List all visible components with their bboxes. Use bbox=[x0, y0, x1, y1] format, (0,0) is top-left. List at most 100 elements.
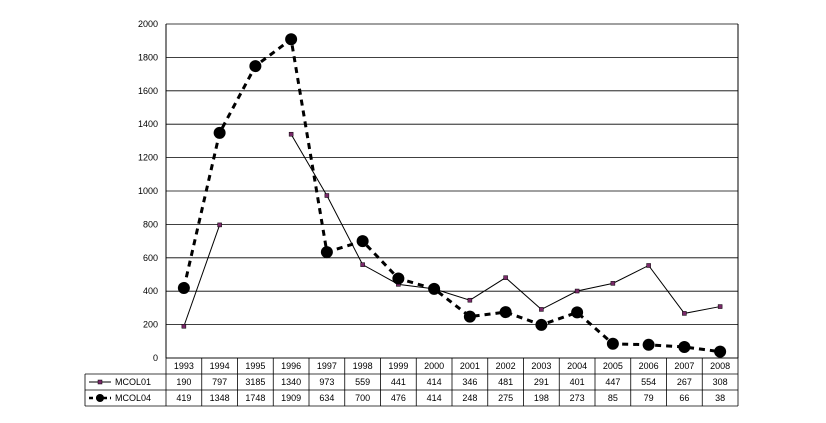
data-point-mcol04 bbox=[535, 318, 548, 331]
data-label: 797 bbox=[212, 377, 227, 387]
legend-label-mcol01: MCOL01 bbox=[115, 377, 151, 387]
data-label: 414 bbox=[427, 377, 442, 387]
data-point-mcol04 bbox=[571, 306, 584, 319]
data-point-mcol01 bbox=[181, 324, 187, 329]
x-category-label: 1995 bbox=[245, 361, 265, 371]
data-label: 973 bbox=[319, 377, 334, 387]
y-tick-label: 600 bbox=[143, 253, 158, 263]
data-label: 476 bbox=[391, 393, 406, 403]
x-category-label: 2005 bbox=[603, 361, 623, 371]
data-label: 1348 bbox=[210, 393, 230, 403]
x-category-label: 1994 bbox=[210, 361, 230, 371]
data-label: 700 bbox=[355, 393, 370, 403]
series-markers bbox=[177, 33, 727, 358]
data-point-mcol04 bbox=[678, 340, 691, 353]
x-category-label: 2008 bbox=[710, 361, 730, 371]
y-tick-label: 1400 bbox=[138, 119, 158, 129]
data-point-mcol01 bbox=[717, 304, 723, 309]
y-tick-label: 1800 bbox=[138, 52, 158, 62]
data-point-mcol01 bbox=[610, 281, 616, 286]
data-label: 559 bbox=[355, 377, 370, 387]
x-category-label: 2006 bbox=[639, 361, 659, 371]
data-point-mcol04 bbox=[356, 235, 369, 248]
x-category-label: 2004 bbox=[567, 361, 587, 371]
data-label: 308 bbox=[713, 377, 728, 387]
x-category-label: 1996 bbox=[281, 361, 301, 371]
data-point-mcol01 bbox=[574, 288, 580, 294]
data-point-mcol01 bbox=[288, 131, 294, 137]
data-point-mcol01 bbox=[539, 307, 544, 312]
data-label: 447 bbox=[605, 377, 620, 387]
legend-marker-mcol04 bbox=[96, 394, 104, 402]
data-label: 481 bbox=[498, 377, 513, 387]
data-point-mcol04 bbox=[463, 310, 476, 323]
x-category-label: 2007 bbox=[674, 361, 694, 371]
y-tick-label: 1600 bbox=[138, 86, 158, 96]
series-lines bbox=[182, 36, 721, 354]
y-tick-label: 2000 bbox=[138, 19, 158, 29]
data-point-mcol04 bbox=[499, 306, 512, 319]
series-line-mcol04 bbox=[182, 36, 721, 354]
series-line-mcol01 bbox=[290, 133, 721, 314]
data-label: 634 bbox=[319, 393, 334, 403]
data-point-mcol01 bbox=[682, 311, 687, 316]
data-point-mcol01 bbox=[646, 263, 651, 268]
data-label: 273 bbox=[570, 393, 585, 403]
y-tick-label: 1200 bbox=[138, 153, 158, 163]
data-point-mcol04 bbox=[320, 246, 333, 259]
data-point-mcol01 bbox=[217, 222, 222, 228]
data-label: 554 bbox=[641, 377, 656, 387]
y-axis: 0 200 400 600 800 1000 1200 1400 1600 1800 2000 bbox=[138, 19, 739, 363]
data-label: 248 bbox=[462, 393, 477, 403]
y-tick-label: 0 bbox=[153, 353, 158, 363]
data-point-mcol04 bbox=[177, 282, 190, 295]
data-label: 3185 bbox=[245, 377, 265, 387]
data-label: 1909 bbox=[281, 393, 301, 403]
data-label: 85 bbox=[608, 393, 618, 403]
data-point-mcol04 bbox=[642, 338, 655, 351]
y-tick-label: 200 bbox=[143, 320, 158, 330]
x-category-label: 2001 bbox=[460, 361, 480, 371]
data-label: 414 bbox=[427, 393, 442, 403]
data-label: 79 bbox=[644, 393, 654, 403]
x-category-label: 2000 bbox=[424, 361, 444, 371]
data-label: 190 bbox=[176, 377, 191, 387]
data-point-mcol01 bbox=[503, 275, 508, 280]
data-label: 66 bbox=[679, 393, 689, 403]
data-point-mcol04 bbox=[606, 337, 619, 350]
y-tick-label: 800 bbox=[143, 219, 158, 229]
data-label: 291 bbox=[534, 377, 549, 387]
data-point-mcol04 bbox=[285, 33, 298, 46]
data-label: 419 bbox=[176, 393, 191, 403]
data-point-mcol04 bbox=[392, 272, 405, 285]
data-label: 1748 bbox=[245, 393, 265, 403]
series-line-mcol01 bbox=[183, 224, 221, 327]
data-label: 401 bbox=[570, 377, 585, 387]
data-label: 198 bbox=[534, 393, 549, 403]
data-label: 346 bbox=[462, 377, 477, 387]
data-table: 1993 1994 1995 1996 1997 1998 1999 2000 2001 2002… bbox=[84, 357, 739, 407]
data-point-mcol04 bbox=[714, 345, 727, 358]
y-tick-label: 400 bbox=[143, 286, 158, 296]
data-label: 275 bbox=[498, 393, 513, 403]
x-category-label: 1993 bbox=[174, 361, 194, 371]
data-label: 267 bbox=[677, 377, 692, 387]
y-tick-label: 1000 bbox=[138, 186, 158, 196]
gridlines bbox=[166, 23, 738, 359]
x-category-label: 2002 bbox=[496, 361, 516, 371]
data-label: 441 bbox=[391, 377, 406, 387]
data-point-mcol04 bbox=[249, 60, 262, 73]
data-point-mcol01 bbox=[324, 193, 330, 198]
x-category-label: 2003 bbox=[531, 361, 551, 371]
x-category-label: 1998 bbox=[353, 361, 373, 371]
data-point-mcol04 bbox=[428, 282, 441, 295]
data-label: 1340 bbox=[281, 377, 301, 387]
data-label: 38 bbox=[715, 393, 725, 403]
x-category-label: 1999 bbox=[388, 361, 408, 371]
data-point-mcol01 bbox=[360, 262, 365, 267]
data-point-mcol04 bbox=[213, 126, 226, 139]
legend-label-mcol04: MCOL04 bbox=[115, 393, 151, 403]
data-point-mcol01 bbox=[467, 297, 473, 303]
x-category-label: 1997 bbox=[317, 361, 337, 371]
